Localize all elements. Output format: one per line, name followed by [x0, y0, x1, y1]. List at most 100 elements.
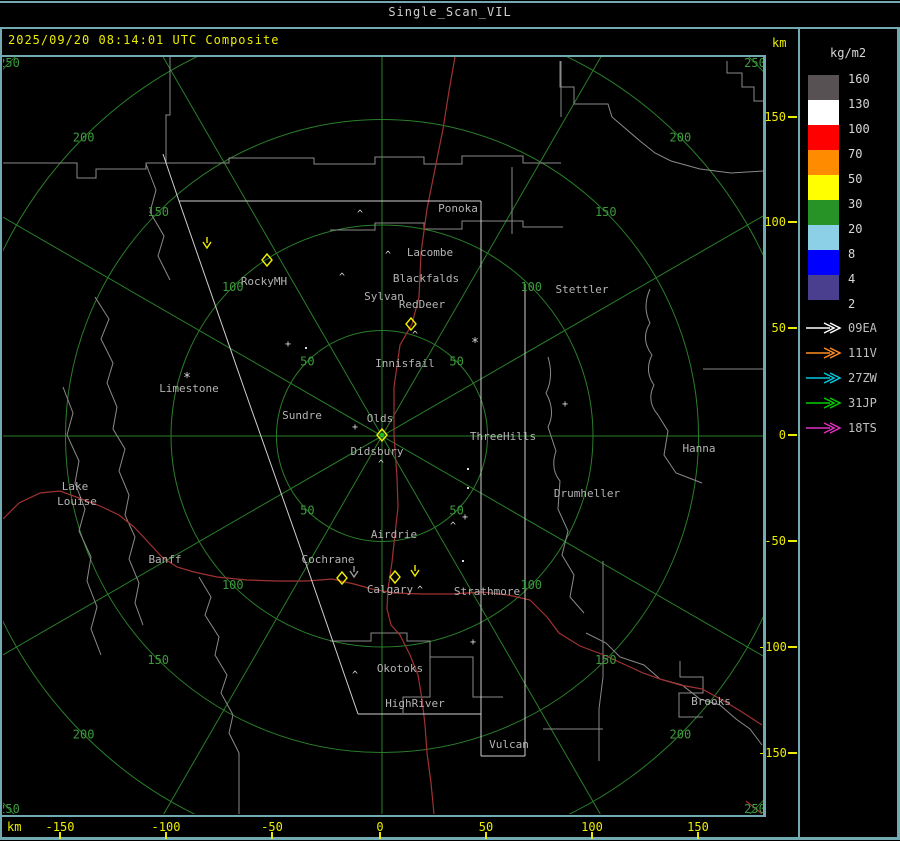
range-ring-label: 50	[449, 504, 463, 518]
color-scale-value: 130	[848, 97, 870, 111]
x-tick-mark	[591, 832, 593, 839]
range-ring-label: 250	[3, 57, 20, 70]
city-label: Stettler	[556, 283, 609, 296]
city-label: Hanna	[682, 442, 715, 455]
y-tick-mark	[788, 646, 797, 648]
caret-marker-icon: ^	[412, 330, 418, 341]
color-scale-value: 4	[848, 272, 856, 286]
plus-marker-icon: +	[562, 399, 568, 410]
radar-map-canvas[interactable]: 50 50 50 50 100 100 100 100 150 150 150 150 200 200 20…	[3, 57, 763, 814]
range-ring-label: 100	[222, 578, 244, 592]
plus-marker-icon: +	[352, 422, 358, 433]
city-label: RedDeer	[399, 298, 446, 311]
range-ring-label: 200	[670, 131, 692, 145]
city-label: Okotoks	[377, 662, 423, 675]
color-scale-box	[808, 100, 839, 125]
city-label: Lake	[62, 480, 89, 493]
color-scale-box	[808, 200, 839, 225]
x-tick-mark	[165, 832, 167, 839]
radar-city-diamond-icon	[405, 316, 417, 332]
range-ring-label: 250	[3, 802, 20, 814]
city-label: ThreeHills	[470, 430, 536, 443]
city-label: Drumheller	[554, 487, 621, 500]
y-tick-label: -150	[758, 746, 787, 760]
star-marker-icon: *	[183, 371, 191, 386]
range-ring-label: 100	[520, 280, 542, 294]
city-label: Airdrie	[371, 528, 417, 541]
y-tick-label: 100	[764, 215, 786, 229]
x-tick-label: 0	[376, 820, 384, 834]
y-axis-unit-label: km	[772, 36, 787, 50]
caret-marker-icon: ^	[450, 521, 456, 532]
radar-arrow-icon	[806, 347, 842, 359]
y-tick-mark	[788, 752, 797, 754]
x-tick-label: 150	[687, 820, 709, 834]
city-label: Limestone	[159, 382, 219, 395]
legend-panel-divider	[798, 29, 800, 840]
radar-site-arrows	[806, 322, 842, 434]
city-label: Lacombe	[407, 246, 453, 259]
window-right-border	[897, 29, 900, 840]
window-left-border	[0, 29, 2, 840]
radar-arrow-icon	[806, 372, 842, 384]
city-label: Vulcan	[489, 738, 529, 751]
color-scale-value: 20	[848, 222, 863, 236]
y-tick-mark	[788, 540, 797, 542]
y-tick-mark	[788, 327, 797, 329]
city-label: Sylvan	[364, 290, 404, 303]
radar-site-code: 18TS	[848, 421, 877, 435]
x-tick-mark	[697, 832, 699, 839]
y-tick-label: 50	[771, 321, 786, 335]
coverage-outline	[162, 153, 526, 757]
y-tick-mark	[788, 434, 797, 436]
color-scale-value: 100	[848, 122, 870, 136]
map-top-border	[0, 55, 766, 57]
color-scale-box	[808, 275, 839, 300]
plus-marker-icon: +	[470, 637, 476, 648]
color-scale-box	[808, 125, 839, 150]
map-markers: ^ ^ ^ ^ ^ ^ ^ ^ + + + + + * *	[183, 209, 568, 681]
radar-arrow-icon	[806, 397, 842, 409]
range-ring-label: 150	[147, 653, 169, 667]
down-arrow-icon	[410, 565, 420, 578]
range-ring-label: 150	[595, 653, 617, 667]
caret-marker-icon: ^	[352, 670, 358, 681]
titlebar-divider	[0, 27, 900, 29]
city-label: Ponoka	[438, 202, 478, 215]
caret-marker-icon: ^	[339, 272, 345, 283]
range-ring-label: 100	[520, 578, 542, 592]
range-ring-label: 200	[73, 727, 95, 741]
city-label: Calgary	[367, 583, 414, 596]
radar-arrow-icon	[806, 422, 842, 434]
radar-site-code: 27ZW	[848, 371, 877, 385]
x-tick-mark	[59, 832, 61, 839]
radar-arrow-icon	[806, 322, 842, 334]
range-ring-label: 200	[73, 131, 95, 145]
radar-city-diamond-icon	[336, 570, 348, 586]
star-marker-icon: *	[471, 336, 479, 351]
town-dot-icon	[305, 347, 307, 349]
y-tick-mark	[788, 116, 797, 118]
y-tick-label: 0	[778, 428, 786, 442]
x-tick-label: -100	[151, 820, 181, 834]
radar-city-diamond-icon	[389, 569, 401, 585]
color-scale-unit: kg/m2	[830, 46, 867, 60]
color-scale-box	[808, 175, 839, 200]
window-bottom-border	[0, 837, 900, 840]
radar-center-dot	[380, 433, 384, 437]
range-ring-label: 100	[222, 280, 244, 294]
radar-site-code: 111V	[848, 346, 877, 360]
town-dot-icon	[467, 468, 469, 470]
highways	[3, 57, 763, 814]
color-scale-value: 160	[848, 72, 870, 86]
city-label: Blackfalds	[393, 272, 459, 285]
x-tick-label: 50	[478, 820, 494, 834]
caret-marker-icon: ^	[417, 585, 423, 596]
timestamp-text: 2025/09/20 08:14:01 UTC Composite	[8, 33, 280, 47]
city-label: Didsbury	[351, 445, 404, 458]
city-label: HighRiver	[385, 697, 445, 710]
color-scale-value: 70	[848, 147, 863, 161]
range-ring-label: 250	[744, 57, 763, 70]
